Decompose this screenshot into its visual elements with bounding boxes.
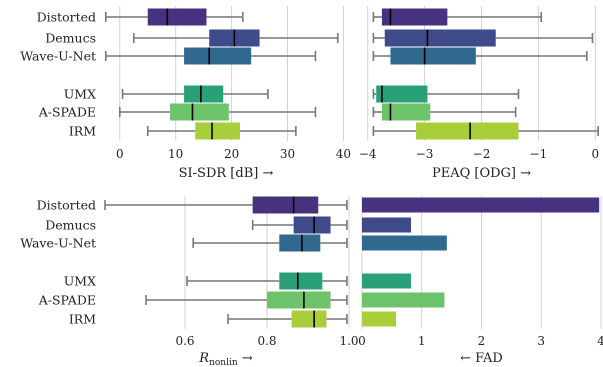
box-iqr [376,85,428,103]
box-demucs [251,216,348,234]
x-axis-label: SI-SDR [dB] → [179,166,274,181]
bar-umx [362,273,411,289]
box-a-spade [118,103,317,121]
bar-irm [362,311,397,327]
x-tick-label: 0 [116,147,124,161]
box-iqr [416,122,519,140]
box-irm [227,310,348,328]
box-iqr [390,47,476,65]
box-iqr [170,103,229,121]
x-axis-label: PEAQ [ODG] → [432,166,531,181]
box-iqr [384,29,496,47]
bar-a-spade [362,292,445,308]
box-a-spade [145,291,348,309]
category-label: IRM [69,312,96,327]
x-tick-label: 20 [224,147,239,161]
box-umx [121,85,269,103]
category-label: A-SPADE [38,105,96,120]
x-tick-label: 1.0 [339,334,358,348]
box-distorted [104,196,348,214]
box-demucs [372,29,594,47]
x-tick-label: 0.6 [175,334,194,348]
box-wave-u-net [192,234,348,252]
box-iqr [381,103,431,121]
x-tick-label: 2 [478,334,486,348]
category-label: Demucs [45,218,96,233]
x-tick-label: 0 [591,147,599,161]
box-a-spade [372,103,517,121]
box-iqr [147,8,207,26]
box-iqr [381,8,448,26]
category-label: A-SPADE [38,293,96,308]
chart-panel-2: −4 −3 −2 −1 0 PEAQ [ODG] → [359,6,599,181]
box-demucs [132,29,339,47]
x-tick-label: 4 [597,334,603,348]
box-iqr [184,85,224,103]
x-tick-label: 30 [280,147,295,161]
bar-wave-u-net [362,235,447,251]
x-tick-label: 0.8 [257,334,276,348]
box-iqr [279,234,321,252]
category-label: Distorted [37,198,96,213]
box-wave-u-net [104,47,317,65]
category-label: Demucs [45,31,96,46]
x-tick-label: 3 [537,334,545,348]
box-irm [372,122,599,140]
box-umx [372,85,520,103]
x-axis-label: Rnonlin → [198,351,253,367]
box-iqr [279,272,323,290]
x-tick-label: 0 [358,334,366,348]
box-iqr [267,291,331,309]
category-label: Distorted [37,10,96,25]
category-label: Wave-U-Net [20,49,96,64]
box-wave-u-net [372,47,588,65]
box-iqr [291,310,327,328]
box-irm [146,122,297,140]
box-iqr [184,47,252,65]
category-label: UMX [64,274,96,289]
box-distorted [372,8,543,26]
box-iqr [195,122,240,140]
box-umx [186,272,348,290]
category-label: IRM [69,124,96,139]
x-tick-label: −1 [530,147,548,161]
bar-demucs [362,217,411,233]
category-label: UMX [64,87,96,102]
x-tick-label: 1 [418,334,426,348]
chart-panel-4: 0 1 2 3 4 ← FAD [358,196,603,366]
x-axis-label: ← FAD [460,351,503,366]
box-iqr [293,216,331,234]
box-iqr [252,196,319,214]
x-tick-label: −3 [416,147,434,161]
chart-panel-1: 0 10 20 30 40 Distorted Demucs Wave-U-Net UMX A-S… [20,6,351,181]
x-tick-label: −4 [359,147,377,161]
x-tick-label: 10 [168,147,183,161]
category-label: Wave-U-Net [20,236,96,251]
x-tick-label: 40 [336,147,351,161]
box-distorted [104,8,244,26]
bar-distorted [362,197,600,213]
x-tick-label: −2 [473,147,491,161]
chart-panel-3: 0.6 0.8 1.0 Distorted Demucs Wave-U-Net UMX A-S… [20,196,359,367]
